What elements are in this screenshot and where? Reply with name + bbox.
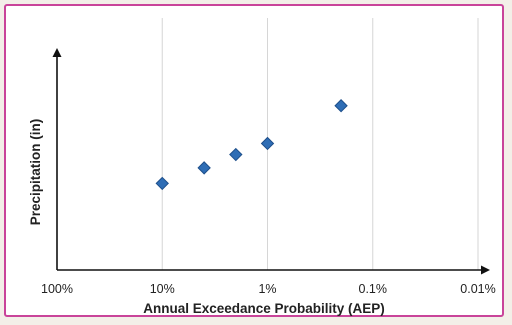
- data-point-3: [229, 147, 243, 162]
- axes: [52, 48, 490, 275]
- data-point-5: [334, 99, 348, 113]
- x-axis-title: Annual Exceedance Probability (AEP): [143, 301, 385, 316]
- x-tick-label-0: 100%: [41, 282, 73, 296]
- x-tick-label-2: 1%: [258, 282, 276, 296]
- x-axis-arrow: [481, 265, 490, 275]
- data-point-4: [260, 136, 275, 151]
- data-point-1: [155, 176, 169, 191]
- y-axis-arrow: [52, 48, 62, 57]
- data-points: [155, 99, 348, 191]
- chart-frame: [4, 4, 504, 317]
- x-tick-labels: 100% 10% 1% 0.1% 0.01%: [41, 282, 496, 296]
- x-tick-label-4: 0.01%: [460, 282, 495, 296]
- gridlines: [161, 18, 479, 270]
- y-axis-title: Precipitation (in): [28, 119, 43, 226]
- data-point-2: [197, 161, 211, 175]
- x-tick-label-1: 10%: [150, 282, 175, 296]
- x-tick-label-3: 0.1%: [359, 282, 388, 296]
